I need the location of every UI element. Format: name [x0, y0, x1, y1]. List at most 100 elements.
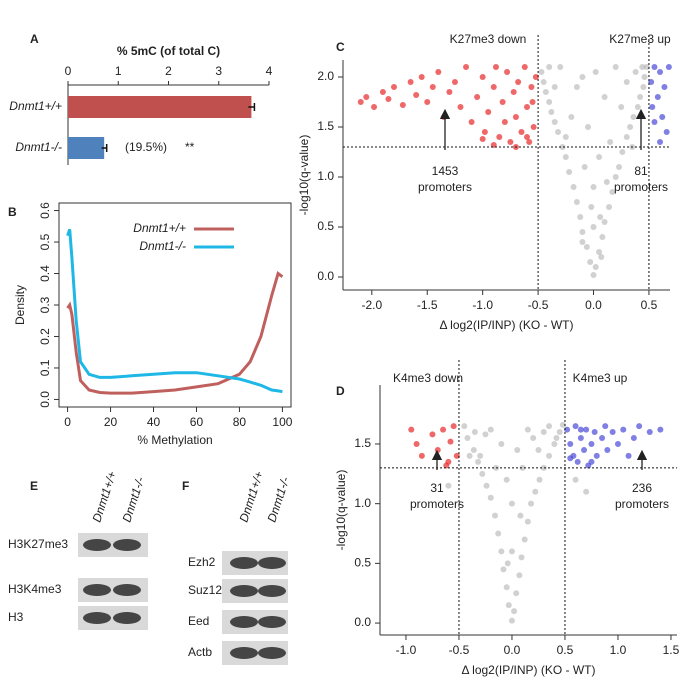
data-point	[532, 74, 539, 80]
data-point	[474, 94, 481, 100]
y-axis-label: Density	[13, 285, 27, 325]
x-tick-label: 0	[65, 64, 72, 78]
data-point	[524, 426, 531, 433]
data-point	[518, 554, 525, 561]
x-tick-label: 0.5	[641, 298, 658, 312]
annotation: K27me3 up	[609, 32, 671, 46]
data-point	[572, 423, 579, 430]
annotation: K4me3 down	[393, 371, 463, 385]
blot-band	[113, 584, 141, 596]
data-point	[588, 458, 595, 465]
data-point	[618, 104, 625, 110]
data-point	[581, 164, 588, 170]
data-point	[485, 109, 492, 115]
data-point	[483, 482, 490, 489]
data-point	[577, 426, 584, 433]
data-point	[562, 154, 569, 160]
y-tick-label: 0.4	[38, 265, 52, 282]
data-point	[657, 139, 664, 145]
data-point	[637, 94, 644, 100]
data-point	[548, 109, 555, 115]
annotation: K27me3 down	[450, 32, 527, 46]
data-point	[482, 431, 489, 438]
data-point	[461, 423, 468, 430]
data-point	[408, 426, 415, 433]
data-point	[521, 64, 528, 70]
x-tick-label: 100	[272, 415, 292, 429]
data-point	[567, 455, 574, 462]
legend-label: Dnmt1+/+	[133, 221, 186, 235]
data-point	[424, 99, 431, 105]
chart-title: % 5mC (of total C)	[117, 44, 220, 58]
data-point	[564, 426, 571, 433]
data-point	[583, 488, 590, 495]
data-point	[371, 104, 378, 110]
data-point	[495, 530, 502, 537]
data-point	[528, 84, 535, 90]
data-point	[357, 99, 364, 105]
data-point	[513, 590, 520, 597]
y-tick-label: 0.5	[317, 219, 334, 233]
data-point	[508, 500, 515, 507]
data-point	[463, 64, 470, 70]
data-point	[567, 440, 574, 447]
data-point	[504, 69, 511, 75]
data-point	[450, 423, 457, 430]
data-point	[453, 452, 460, 459]
blot-band	[258, 647, 286, 659]
blot-band	[83, 612, 111, 624]
data-point	[457, 104, 464, 110]
annotation: (19.5%)	[125, 140, 167, 154]
data-point	[524, 134, 531, 140]
x-tick-label: 3	[215, 64, 222, 78]
data-point	[479, 136, 486, 142]
data-point	[612, 64, 619, 70]
annotation-line: promoters	[418, 180, 472, 194]
data-point	[557, 64, 564, 70]
annotation: **	[185, 140, 195, 154]
data-point	[468, 119, 475, 125]
y-axis-label: -log10(q-value)	[297, 135, 311, 216]
data-point	[559, 421, 566, 428]
y-tick-label: 1.0	[317, 169, 334, 183]
data-point	[562, 134, 569, 140]
data-point	[607, 139, 614, 145]
blot-label: H3	[8, 610, 24, 624]
data-point	[518, 129, 525, 135]
data-point	[596, 249, 603, 255]
data-point	[481, 129, 488, 135]
data-point	[511, 608, 518, 615]
panel-label: C	[336, 40, 345, 54]
data-point	[640, 84, 647, 90]
blot-band	[83, 584, 111, 596]
data-point	[579, 74, 586, 80]
x-tick-label: -0.5	[528, 298, 549, 312]
data-point	[540, 464, 547, 471]
data-point	[530, 435, 537, 442]
y-tick-label: 0.5	[354, 556, 371, 570]
data-point	[471, 429, 478, 436]
panel-label: B	[8, 205, 17, 219]
blot-label: Eed	[188, 614, 209, 628]
annotation: 31 promoters	[410, 481, 464, 511]
y-tick-label: 0.3	[38, 296, 52, 313]
data-point	[598, 254, 605, 260]
data-point	[651, 64, 658, 70]
data-point	[570, 184, 577, 190]
data-point	[551, 119, 558, 125]
data-point	[620, 426, 627, 433]
annotation: 1453 promoters	[418, 164, 472, 194]
data-point	[659, 114, 666, 120]
data-point	[566, 169, 573, 175]
data-point	[577, 214, 584, 220]
data-point	[503, 584, 510, 591]
data-point	[646, 429, 653, 436]
data-point	[498, 440, 505, 447]
data-point	[529, 99, 536, 105]
data-point	[583, 426, 590, 433]
x-tick-label: 0.0	[585, 298, 602, 312]
data-point	[407, 79, 414, 85]
data-point	[568, 114, 575, 120]
data-point	[583, 244, 590, 250]
data-point	[477, 452, 484, 459]
